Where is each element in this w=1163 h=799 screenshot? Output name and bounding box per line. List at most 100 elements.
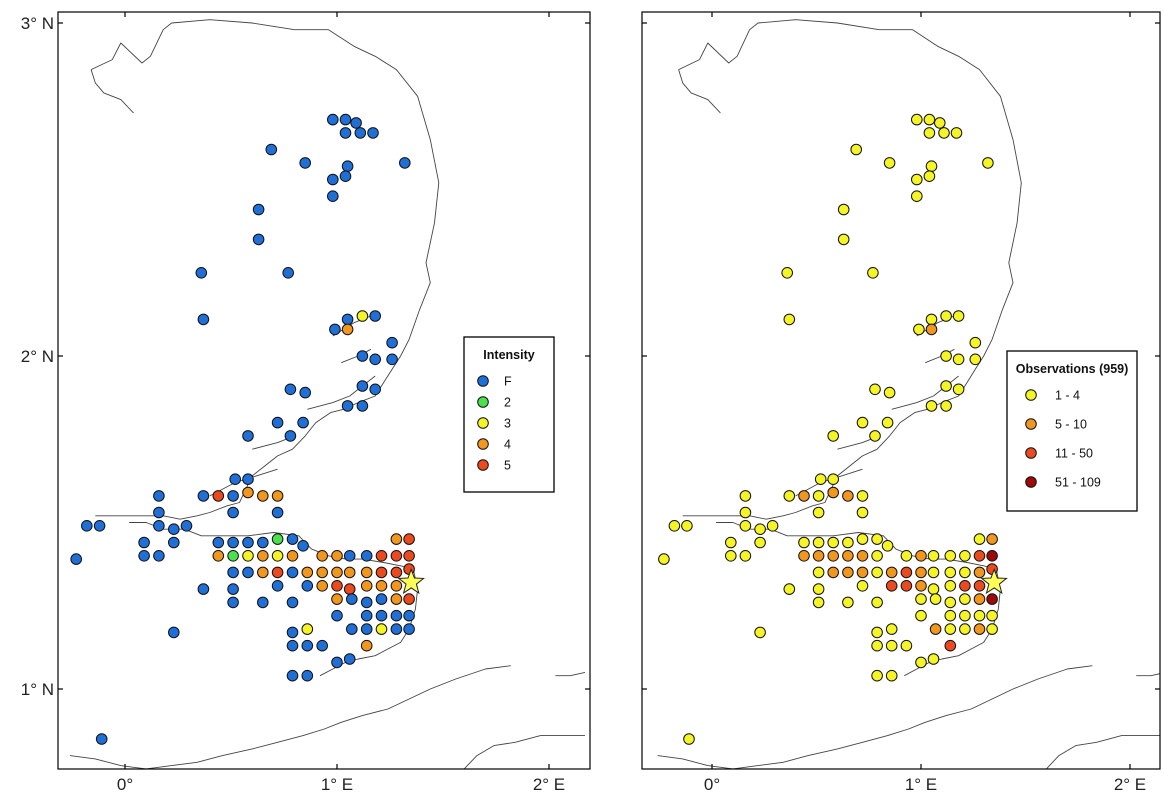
observation-point — [944, 609, 957, 622]
observation-point — [812, 583, 825, 595]
map-legend: Observations (959) 1 - 4 5 - 10 11 - 50 51 -… — [1006, 350, 1138, 512]
observation-point — [316, 550, 329, 562]
observation-point — [93, 520, 106, 532]
x-tick-label: 0° — [704, 775, 720, 794]
map-legend: Intensity F 2 3 4 5 — [463, 336, 555, 493]
observation-point — [257, 490, 269, 502]
observation-point — [343, 653, 356, 665]
legend-swatch — [1025, 476, 1037, 488]
observation-point — [944, 596, 957, 609]
observation-point — [944, 639, 957, 652]
observation-point — [282, 267, 295, 279]
observation-point — [360, 596, 373, 609]
observation-point — [923, 127, 936, 139]
observation-point — [356, 310, 369, 322]
observation-point — [856, 580, 869, 592]
observation-point — [341, 400, 354, 412]
observation-point — [390, 550, 403, 562]
observation-point — [871, 669, 883, 682]
observation-point — [940, 350, 952, 362]
observation-point — [754, 523, 766, 536]
observation-point — [842, 550, 854, 562]
observation-point — [286, 566, 299, 579]
observation-point — [227, 583, 239, 595]
observation-point — [911, 190, 923, 202]
observation-point — [973, 580, 986, 592]
observation-point — [95, 733, 108, 745]
observation-point — [754, 536, 766, 549]
observation-point — [386, 353, 398, 366]
observation-point — [900, 639, 913, 652]
observation-point — [842, 490, 854, 502]
observation-point — [944, 566, 957, 579]
observation-point — [327, 190, 339, 202]
observation-point — [867, 267, 879, 279]
observation-point — [938, 127, 950, 139]
y-tick-label: 1° N — [21, 680, 54, 699]
observation-point — [929, 623, 942, 635]
observation-point — [360, 609, 373, 622]
observation-point — [959, 550, 971, 562]
legend-label: F — [504, 375, 512, 389]
y-tick-label: 3° N — [21, 14, 54, 33]
observation-point — [70, 553, 82, 565]
observation-point — [739, 520, 752, 532]
observation-point — [973, 593, 986, 605]
observation-point — [227, 596, 239, 609]
observation-point — [959, 609, 971, 622]
map-frame — [641, 11, 1161, 770]
observation-point — [346, 593, 358, 605]
observation-point — [138, 550, 150, 562]
observation-point — [229, 473, 241, 486]
observation-point — [986, 609, 998, 622]
observation-point — [837, 233, 850, 246]
observation-point — [316, 580, 329, 592]
observation-point — [959, 593, 971, 605]
observation-point — [959, 623, 971, 635]
observation-point — [316, 639, 329, 652]
observation-point — [242, 430, 254, 442]
observation-point — [783, 490, 796, 502]
observation-point — [885, 623, 898, 635]
observation-point — [913, 323, 925, 336]
observation-point — [403, 550, 415, 562]
observation-point — [153, 490, 165, 502]
observation-point — [271, 416, 284, 429]
observation-point — [950, 127, 963, 139]
observation-point — [180, 520, 193, 532]
observation-point — [881, 540, 894, 552]
observation-points — [70, 113, 415, 745]
observation-point — [827, 430, 840, 442]
observation-point — [798, 490, 810, 502]
observation-point — [781, 267, 794, 279]
observation-point — [812, 550, 825, 562]
observation-point — [343, 550, 356, 562]
observation-point — [911, 113, 923, 126]
observation-point — [827, 473, 840, 486]
observation-point — [301, 566, 314, 579]
observation-point — [871, 550, 883, 562]
observation-point — [168, 523, 180, 536]
legend-label: 3 — [504, 417, 511, 431]
observation-point — [399, 157, 411, 169]
observation-point — [927, 583, 940, 595]
observation-point — [944, 623, 957, 635]
epicenter-star-icon — [397, 567, 425, 595]
observation-point — [403, 623, 415, 635]
observation-point — [299, 386, 312, 399]
observation-point — [681, 520, 693, 532]
observation-point — [339, 170, 352, 182]
x-tick-label: 1° E — [321, 775, 353, 794]
observation-point — [286, 533, 299, 545]
observation-point — [739, 490, 752, 502]
observation-point — [331, 580, 343, 592]
observation-point — [969, 353, 982, 366]
observation-point — [301, 669, 314, 682]
observation-point — [284, 383, 297, 396]
observation-point — [390, 533, 403, 545]
observation-point — [915, 593, 927, 605]
observation-point — [856, 566, 869, 579]
observation-point — [925, 313, 938, 326]
observation-point — [299, 157, 312, 169]
observation-point — [911, 173, 923, 186]
